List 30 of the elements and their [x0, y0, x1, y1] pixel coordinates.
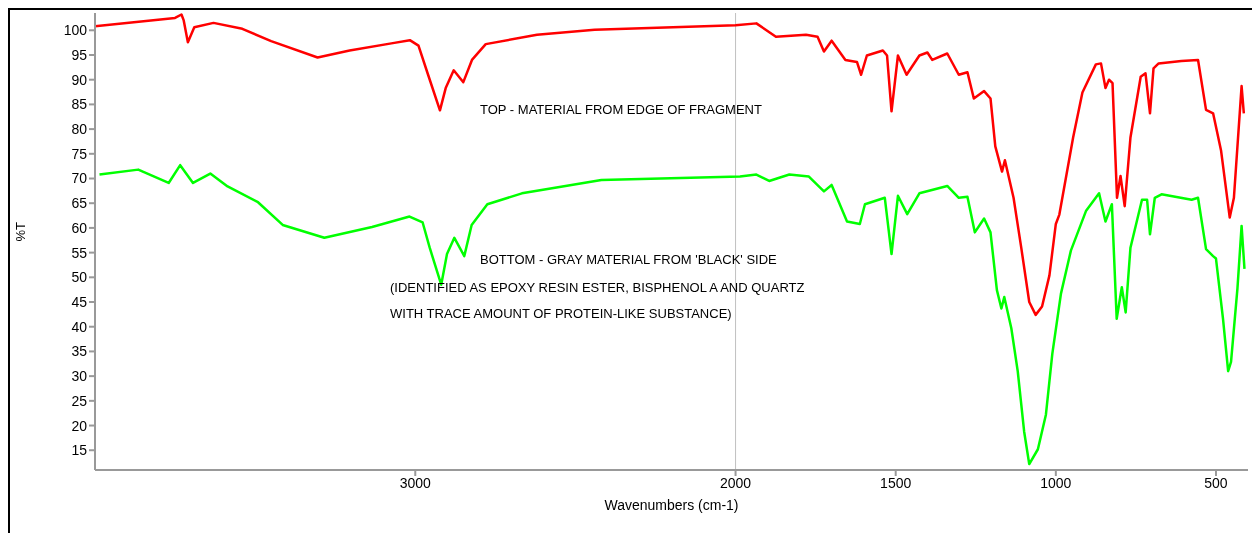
x-tick-label: 1500: [880, 474, 912, 491]
y-tick-label: 90: [71, 71, 88, 88]
x-tick-label: 500: [1204, 474, 1228, 491]
line-series: [98, 163, 1246, 466]
y-tick-label: 45: [71, 293, 88, 310]
y-tick-label: 25: [71, 392, 88, 409]
annotation: BOTTOM - GRAY MATERIAL FROM 'BLACK' SIDE: [480, 252, 777, 267]
y-tick-label: 75: [71, 145, 88, 162]
y-tick-label: 85: [71, 96, 88, 113]
y-tick-label: 40: [71, 318, 88, 335]
y-tick-label: 100: [63, 22, 88, 39]
y-tick-label: 80: [71, 121, 88, 138]
annotation: WITH TRACE AMOUNT OF PROTEIN-LIKE SUBSTANCE): [390, 306, 732, 321]
y-tick-label: 70: [71, 170, 88, 187]
y-axis-title: %T: [12, 221, 28, 242]
x-tick-label: 1000: [1040, 474, 1072, 491]
y-tick-label: 60: [71, 219, 88, 236]
y-tick-label: 30: [71, 368, 88, 385]
annotation: TOP - MATERIAL FROM EDGE OF FRAGMENT: [480, 102, 762, 117]
x-tick-label: 3000: [399, 474, 432, 491]
y-tick-label: 55: [71, 244, 88, 261]
y-tick-label: 65: [71, 195, 88, 212]
annotation: (IDENTIFIED AS EPOXY RESIN ESTER, BISPHENOL A AND QUARTZ: [390, 280, 805, 295]
y-tick-label: 35: [71, 343, 88, 360]
x-tick-label: 2000: [719, 474, 752, 491]
y-tick-label: 20: [71, 417, 88, 434]
x-axis-title: Wavenumbers (cm-1): [604, 497, 739, 513]
y-tick-label: 15: [71, 442, 88, 459]
y-tick-label: 95: [71, 46, 88, 63]
y-tick-label: 50: [71, 269, 88, 286]
